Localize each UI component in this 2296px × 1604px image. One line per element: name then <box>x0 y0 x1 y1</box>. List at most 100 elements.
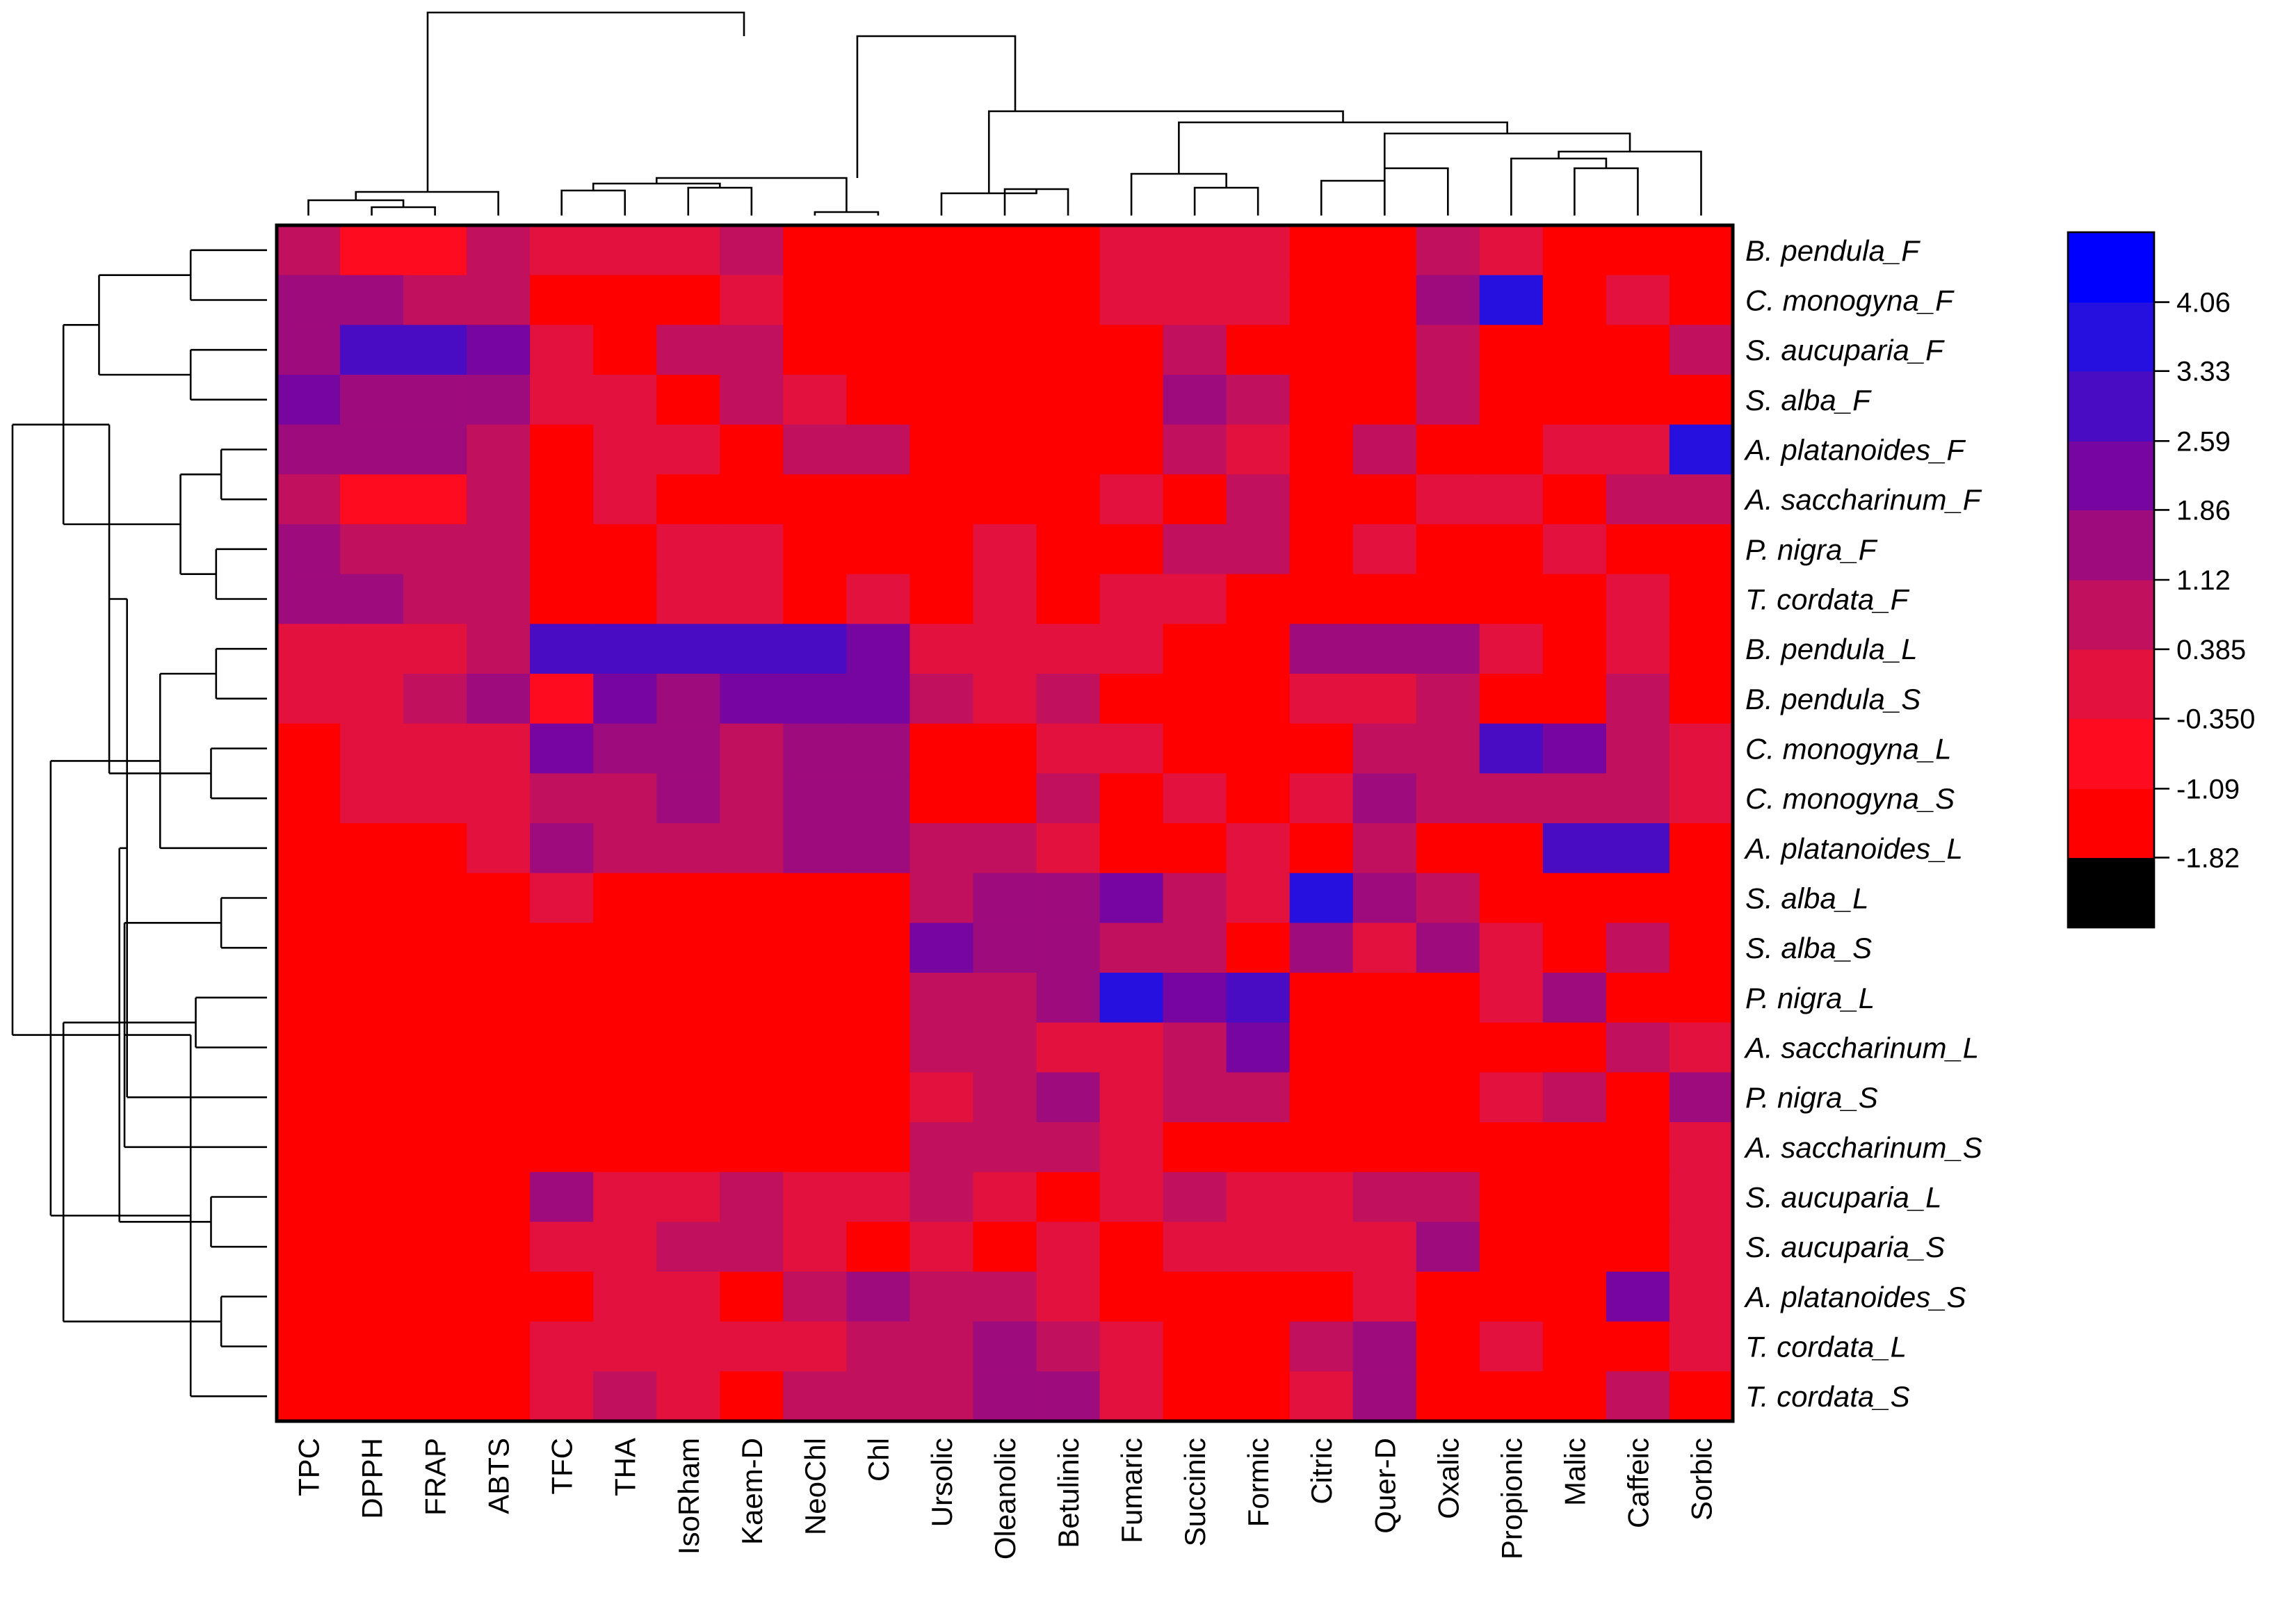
heatmap-border <box>275 223 1735 1423</box>
heatmap-cell <box>656 375 720 426</box>
heatmap-cell <box>1289 923 1354 973</box>
heatmap-cell <box>403 424 467 475</box>
heatmap-cell <box>1669 1172 1733 1222</box>
heatmap-cell <box>656 923 720 973</box>
heatmap-cell <box>1606 1371 1670 1422</box>
heatmap-cell <box>403 773 467 824</box>
heatmap-cell <box>1542 1321 1607 1372</box>
heatmap-cell <box>909 873 974 923</box>
heatmap-cell <box>783 773 847 824</box>
heatmap-cell <box>1099 823 1164 874</box>
column-label: Oxalic <box>1432 1438 1464 1519</box>
heatmap-cell <box>656 773 720 824</box>
heatmap-cell <box>973 1072 1037 1123</box>
row-label: A. saccharinum_S <box>1743 1131 1982 1164</box>
heatmap-cell <box>1542 524 1607 575</box>
row-label: T. cordata_S <box>1745 1380 1910 1413</box>
heatmap-cell <box>1163 973 1227 1023</box>
heatmap-cell <box>1606 574 1670 624</box>
heatmap-cell <box>783 624 847 674</box>
heatmap-cell <box>467 424 531 475</box>
heatmap-cell <box>1036 1122 1101 1173</box>
heatmap-cell <box>1542 1072 1607 1123</box>
heatmap-cell <box>1226 275 1291 325</box>
heatmap-cell <box>1416 923 1480 973</box>
heatmap-cell <box>1416 674 1480 724</box>
heatmap-cell <box>403 1222 467 1272</box>
heatmap-cell <box>846 723 911 774</box>
color-key-label: 3.33 <box>2176 357 2231 387</box>
heatmap-cell <box>909 474 974 525</box>
heatmap-cell <box>530 1222 594 1272</box>
column-dendrogram-branch <box>687 186 753 216</box>
heatmap-cell <box>1036 1321 1101 1372</box>
heatmap-cell <box>656 624 720 674</box>
heatmap-cell <box>1542 1122 1607 1173</box>
heatmap-cell <box>403 973 467 1023</box>
heatmap-cell <box>909 1122 974 1173</box>
heatmap-cell <box>593 1022 657 1073</box>
heatmap-cell <box>1416 275 1480 325</box>
heatmap-cell <box>783 1172 847 1222</box>
heatmap-cell <box>1036 923 1101 973</box>
color-key-swatch <box>2068 441 2154 511</box>
heatmap-cell <box>1226 574 1291 624</box>
heatmap-cell <box>1416 1172 1480 1222</box>
heatmap-cell <box>656 1321 720 1372</box>
heatmap-cell <box>720 723 784 774</box>
heatmap-cell <box>1416 225 1480 276</box>
heatmap-cell <box>340 1172 404 1222</box>
heatmap-cell <box>720 1321 784 1372</box>
heatmap-cell <box>530 524 594 575</box>
heatmap-cell <box>340 873 404 923</box>
color-key-swatch <box>2068 580 2154 650</box>
heatmap-cell <box>530 923 594 973</box>
heatmap-cell <box>1479 225 1544 276</box>
heatmap-cell <box>1416 1272 1480 1322</box>
heatmap-cell <box>1416 1122 1480 1173</box>
heatmap-cell <box>1163 1072 1227 1123</box>
heatmap-cell <box>1163 1272 1227 1322</box>
heatmap-cell <box>1352 325 1417 375</box>
heatmap-cell <box>593 723 657 774</box>
color-key-swatch <box>2068 371 2154 441</box>
heatmap-cell <box>783 873 847 923</box>
heatmap-cell <box>1479 1172 1544 1222</box>
heatmap-cell <box>783 275 847 325</box>
heatmap-cell <box>1352 1172 1417 1222</box>
heatmap-cell <box>593 1122 657 1173</box>
column-dendrogram-branch <box>1574 167 1639 216</box>
row-label: C. monogyna_L <box>1745 733 1952 765</box>
row-label: S. aucuparia_F <box>1745 334 1945 366</box>
heatmap-cell <box>1542 1022 1607 1073</box>
heatmap-cell <box>277 1272 341 1322</box>
heatmap-cell <box>530 973 594 1023</box>
heatmap-cell <box>1036 674 1101 724</box>
heatmap-cell <box>277 773 341 824</box>
heatmap-cell <box>656 1122 720 1173</box>
heatmap-cell <box>1606 375 1670 426</box>
column-label: DPPH <box>356 1438 389 1519</box>
color-key-swatch <box>2068 649 2154 720</box>
heatmap-cell <box>1163 574 1227 624</box>
heatmap-cell <box>277 973 341 1023</box>
heatmap-cell <box>1036 773 1101 824</box>
heatmap-cell <box>783 823 847 874</box>
column-label: Caffeic <box>1622 1438 1654 1528</box>
heatmap-cell <box>1099 973 1164 1023</box>
column-label: TPC <box>293 1438 325 1496</box>
heatmap-cell <box>277 1222 341 1272</box>
heatmap-cell <box>1099 1222 1164 1272</box>
heatmap-cell <box>340 1122 404 1173</box>
heatmap-cell <box>340 773 404 824</box>
heatmap-cell <box>530 574 594 624</box>
heatmap-cell <box>973 973 1037 1023</box>
heatmap-cell <box>1669 1371 1733 1422</box>
heatmap-cell <box>1669 275 1733 325</box>
heatmap-cell <box>1289 723 1354 774</box>
row-label: S. alba_F <box>1745 384 1872 416</box>
heatmap-cell <box>720 524 784 575</box>
heatmap-cell <box>467 474 531 525</box>
heatmap-cell <box>1226 1222 1291 1272</box>
